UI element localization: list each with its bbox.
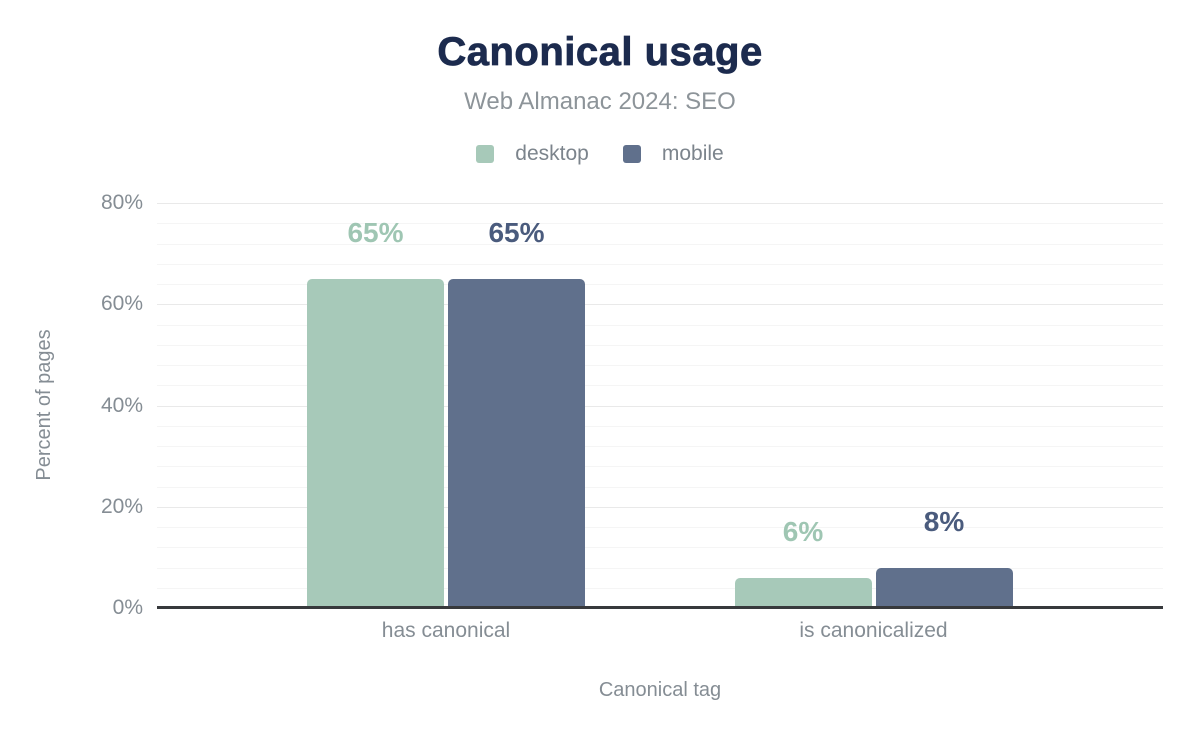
gridline-minor bbox=[157, 527, 1163, 528]
gridline-major bbox=[157, 405, 1163, 407]
gridline-minor bbox=[157, 587, 1163, 589]
gridline-major bbox=[157, 506, 1163, 508]
gridline-minor bbox=[157, 344, 1163, 346]
gridline-minor bbox=[157, 446, 1163, 447]
gridline-minor bbox=[157, 425, 1163, 427]
legend-swatch-desktop bbox=[476, 145, 495, 163]
legend-item-mobile[interactable]: mobile bbox=[622, 142, 724, 166]
data-label-desktop-has-canonical: 65% bbox=[347, 216, 404, 248]
data-label-mobile-has-canonical: 65% bbox=[488, 216, 545, 248]
legend: desktop mobile bbox=[0, 142, 1200, 166]
gridline-minor bbox=[157, 284, 1163, 285]
y-tick-label-20pct: 20% bbox=[100, 494, 143, 518]
legend-swatch-mobile bbox=[622, 145, 641, 163]
x-axis-title: Canonical tag bbox=[598, 679, 722, 701]
bar-mobile-has-canonical[interactable] bbox=[448, 278, 585, 608]
gridline-minor bbox=[157, 243, 1163, 245]
gridline-minor bbox=[157, 466, 1163, 468]
gridline-minor bbox=[157, 324, 1163, 326]
chart-subtitle: Web Almanac 2024: SEO bbox=[464, 88, 736, 115]
gridline-minor bbox=[157, 223, 1163, 225]
y-tick-label-60pct: 60% bbox=[100, 292, 143, 316]
legend-label-desktop: desktop bbox=[515, 142, 589, 165]
y-tick-label-80pct: 80% bbox=[100, 191, 143, 214]
gridline-minor bbox=[157, 365, 1163, 366]
gridline-major bbox=[157, 203, 1163, 204]
category-label-has-canonical: has canonical bbox=[381, 619, 511, 642]
bar-desktop-has-canonical[interactable] bbox=[307, 278, 444, 608]
gridline-minor bbox=[157, 263, 1163, 265]
gridline-minor bbox=[157, 486, 1163, 488]
y-tick-label-0pct: 0% bbox=[112, 596, 143, 619]
legend-item-desktop[interactable]: desktop bbox=[476, 142, 589, 166]
data-label-mobile-is-canonicalized: 8% bbox=[923, 505, 965, 537]
x-axis-line bbox=[157, 606, 1163, 609]
y-axis-title: Percent of pages bbox=[33, 329, 55, 481]
y-tick-label-40pct: 40% bbox=[100, 393, 143, 417]
bar-mobile-is-canonicalized[interactable] bbox=[875, 567, 1013, 608]
gridline-minor bbox=[157, 547, 1163, 549]
plot-area: 65% 65% 6% 8% bbox=[157, 203, 1163, 609]
gridline-major bbox=[157, 304, 1163, 306]
bar-desktop-is-canonicalized[interactable] bbox=[734, 577, 872, 608]
gridline-minor bbox=[157, 567, 1163, 569]
data-label-desktop-is-canonicalized: 6% bbox=[782, 515, 824, 547]
gridline-minor bbox=[157, 385, 1163, 387]
legend-label-mobile: mobile bbox=[661, 142, 724, 165]
chart-title: Canonical usage bbox=[437, 30, 763, 75]
category-label-is-canonicalized: is canonicalized bbox=[799, 619, 948, 642]
